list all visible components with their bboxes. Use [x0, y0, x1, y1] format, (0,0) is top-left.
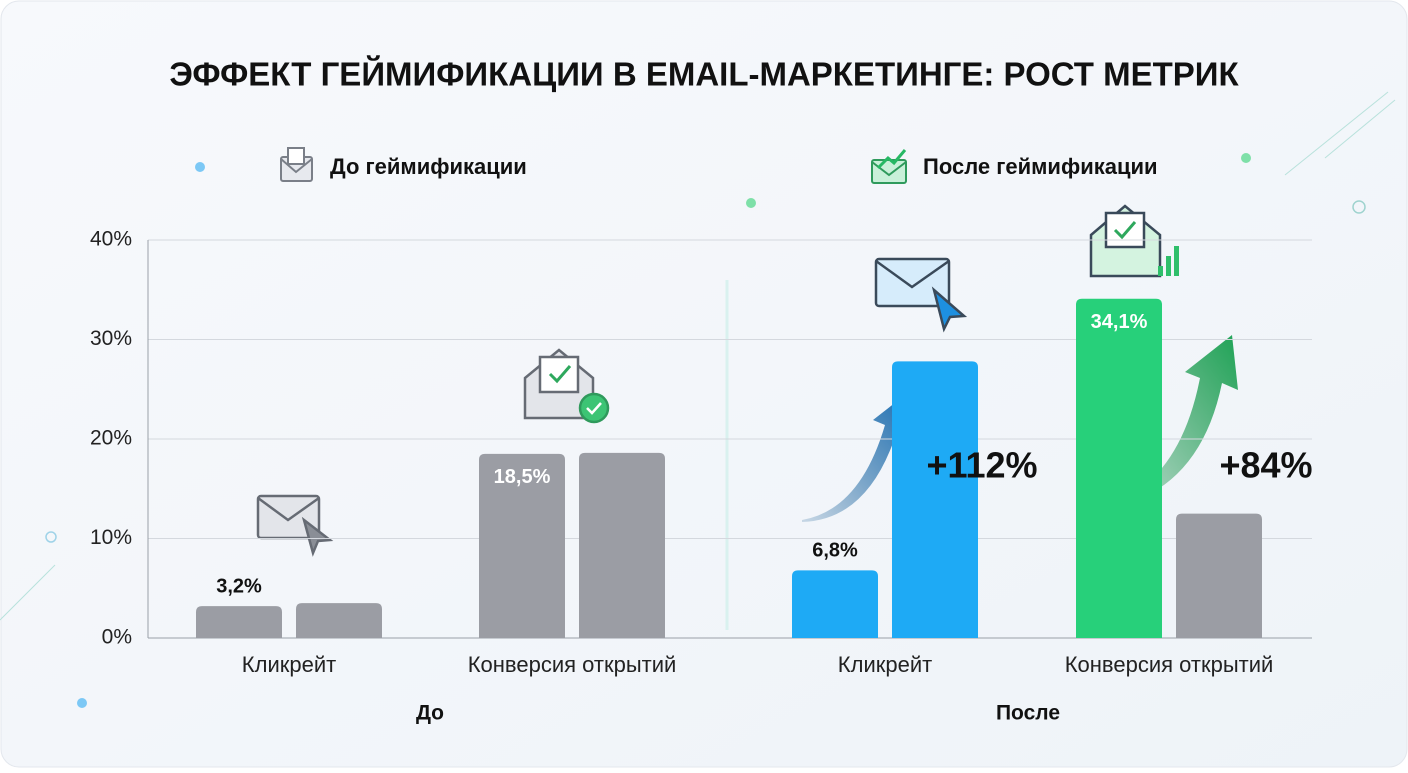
legend-label: После геймификации — [923, 154, 1158, 179]
click-icon — [256, 494, 334, 557]
bar — [892, 361, 978, 638]
bar — [296, 603, 382, 638]
bar — [792, 570, 878, 638]
bar — [579, 452, 665, 638]
group-label: До — [416, 702, 444, 725]
bar — [1076, 298, 1162, 638]
value-label: 34,1% — [1091, 311, 1148, 333]
legend-icon-before — [280, 147, 313, 182]
bar — [1176, 513, 1262, 638]
y-tick-label: 30% — [90, 327, 132, 350]
value-label: 6,8% — [812, 540, 858, 562]
bar — [479, 453, 565, 638]
decoration — [0, 91, 1396, 708]
change-label: +84% — [1219, 445, 1312, 486]
value-label: 3,2% — [216, 575, 262, 597]
bar — [196, 606, 282, 638]
open-icon-after — [1089, 204, 1179, 278]
growth-arrow — [1110, 335, 1238, 508]
x-tick-label: Конверсия открытий — [1065, 652, 1274, 677]
y-tick-label: 40% — [90, 228, 132, 251]
x-tick-label: Кликрейт — [242, 652, 336, 677]
x-tick-label: Конверсия открытий — [468, 652, 677, 677]
chart-title: ЭФФЕКТ ГЕЙМИФИКАЦИИ В EMAIL-МАРКЕТИНГЕ: … — [169, 55, 1239, 93]
change-label: +112% — [926, 445, 1037, 486]
legend-label: До геймификации — [330, 154, 527, 179]
y-tick-label: 10% — [90, 526, 132, 549]
click-icon-after — [874, 257, 968, 333]
value-label: 18,5% — [494, 466, 551, 488]
y-tick-label: 0% — [102, 626, 132, 649]
open-icon — [523, 348, 610, 424]
x-tick-label: Кликрейт — [838, 652, 932, 677]
y-tick-label: 20% — [90, 427, 132, 450]
group-label: После — [996, 702, 1060, 725]
legend-icon-after — [871, 149, 907, 184]
